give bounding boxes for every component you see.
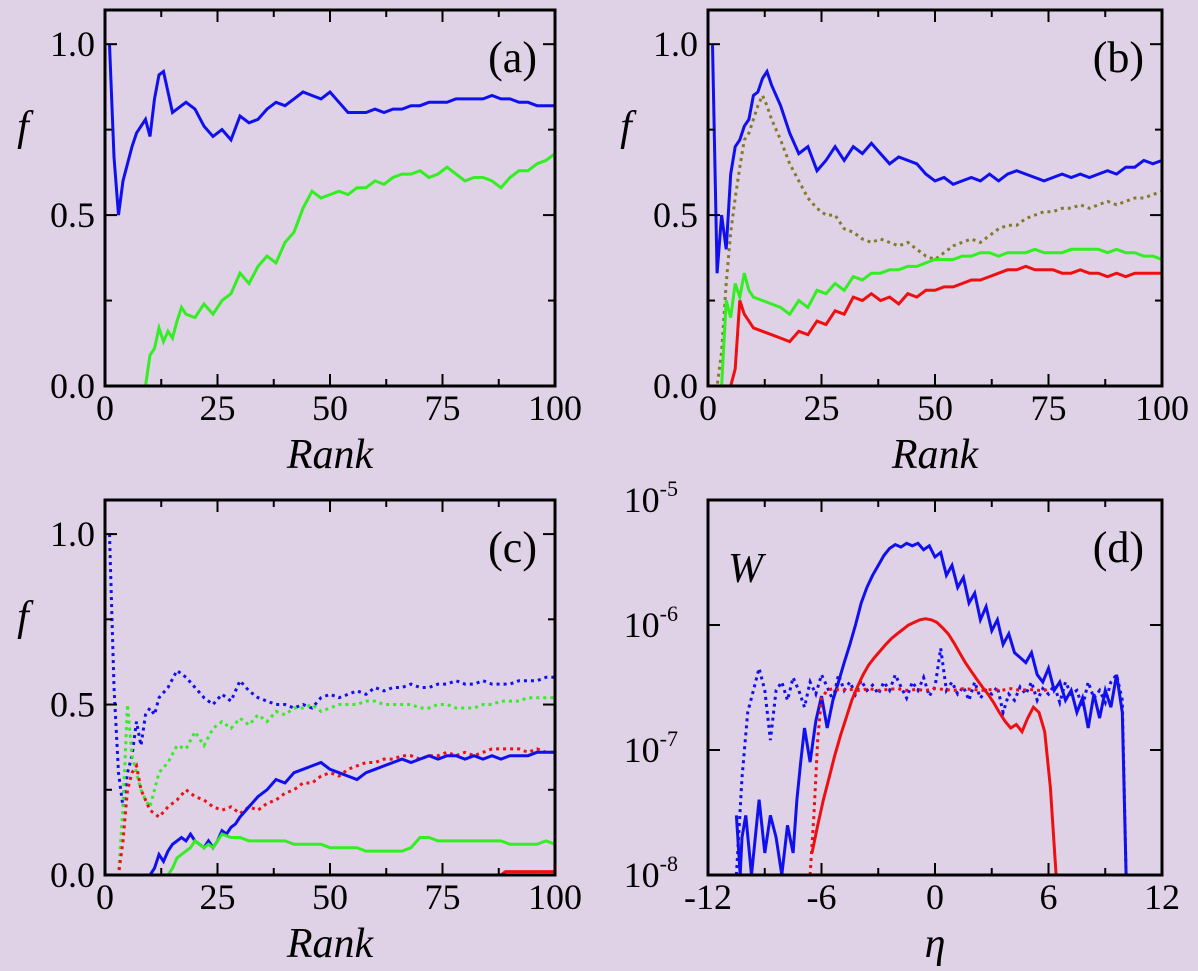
y-tick-label: 1.0: [50, 514, 95, 554]
x-tick-label: 25: [200, 388, 236, 428]
series-line-1: [110, 534, 556, 807]
x-tick-label: 0: [699, 388, 717, 428]
x-tick-label: 50: [312, 388, 348, 428]
x-axis-label: η: [925, 921, 946, 967]
series-line-2: [713, 96, 1163, 387]
y-axis-label: f: [17, 594, 34, 640]
series-line-3: [110, 749, 556, 875]
y-tick-label: 0.0: [50, 366, 95, 406]
x-tick-label: 0: [926, 877, 944, 917]
y-axis-label: f: [17, 104, 34, 150]
y-axis-label: f: [620, 104, 637, 150]
series-line-2: [110, 154, 556, 386]
y-tick-label: 1.0: [50, 24, 95, 64]
x-tick-label: 6: [1040, 877, 1058, 917]
x-tick-label: 0: [96, 877, 114, 917]
x-tick-label: 75: [1031, 388, 1067, 428]
y-tick-label: 0.0: [50, 855, 95, 895]
x-tick-label: 12: [1144, 877, 1180, 917]
panel-d: -12 -6 0 6 12 10-5 10-6 10-7 10-8 η W (d): [624, 476, 1180, 967]
y-tick-label: 0.5: [50, 195, 95, 235]
panel-tag: (a): [488, 33, 537, 82]
series-line-1: [736, 543, 1126, 875]
x-tick-label: -12: [684, 877, 732, 917]
x-tick-label: 75: [425, 388, 461, 428]
x-axis-label: Rank: [891, 432, 980, 478]
x-tick-label: -6: [807, 877, 837, 917]
x-tick-label: 50: [312, 877, 348, 917]
panel-tag: (c): [488, 523, 537, 572]
y-tick-label: 0.5: [50, 685, 95, 725]
y-tick-label: 10-8: [624, 851, 678, 895]
x-tick-label: 100: [528, 388, 582, 428]
panel-tag: (d): [1093, 523, 1144, 572]
x-tick-label: 25: [200, 877, 236, 917]
y-tick-label: 10-6: [624, 601, 678, 645]
series-line-3: [713, 249, 1163, 386]
y-tick-label: 0.0: [653, 366, 698, 406]
y-tick-label: 0.5: [653, 195, 698, 235]
series-line-4: [110, 752, 556, 875]
panel-tag: (b): [1093, 33, 1144, 82]
x-tick-label: 0: [96, 388, 114, 428]
x-tick-label: 50: [917, 388, 953, 428]
y-tick-label: 10-7: [624, 726, 678, 770]
x-tick-label: 100: [1135, 388, 1189, 428]
x-tick-label: 25: [804, 388, 840, 428]
y-tick-label: 10-5: [624, 476, 678, 520]
panel-c: 0 25 50 75 100 0.0 0.5 1.0 Rank f (c): [17, 500, 582, 967]
x-axis-label: Rank: [286, 921, 375, 967]
x-tick-label: 100: [528, 877, 582, 917]
panel-b: 0 25 50 75 100 0.0 0.5 1.0 Rank f (b): [620, 10, 1189, 478]
y-axis-label: W: [728, 546, 767, 592]
x-tick-label: 75: [425, 877, 461, 917]
x-axis-label: Rank: [286, 432, 375, 478]
series-line-4: [713, 266, 1163, 386]
y-tick-label: 1.0: [653, 24, 698, 64]
panel-a: 0 25 50 75 100 0.0 0.5 1.0 Rank f (a): [17, 10, 582, 478]
